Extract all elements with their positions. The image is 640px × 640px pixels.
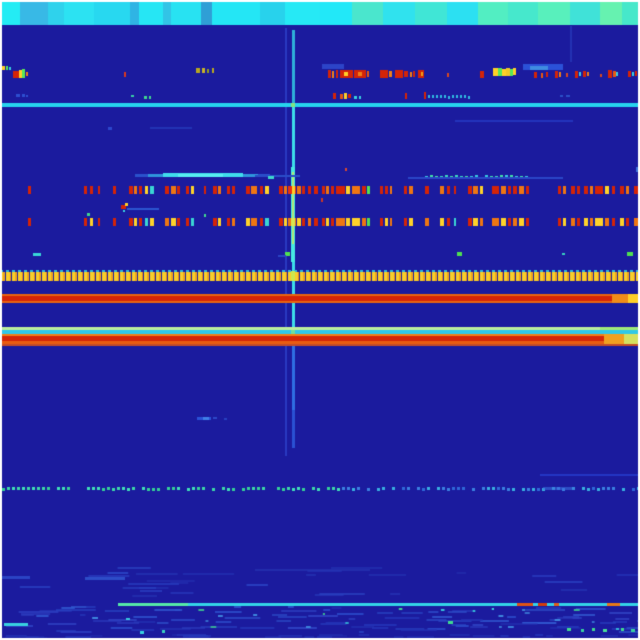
spectrogram-heatmap [0, 0, 640, 640]
heatmap-canvas [0, 0, 640, 640]
